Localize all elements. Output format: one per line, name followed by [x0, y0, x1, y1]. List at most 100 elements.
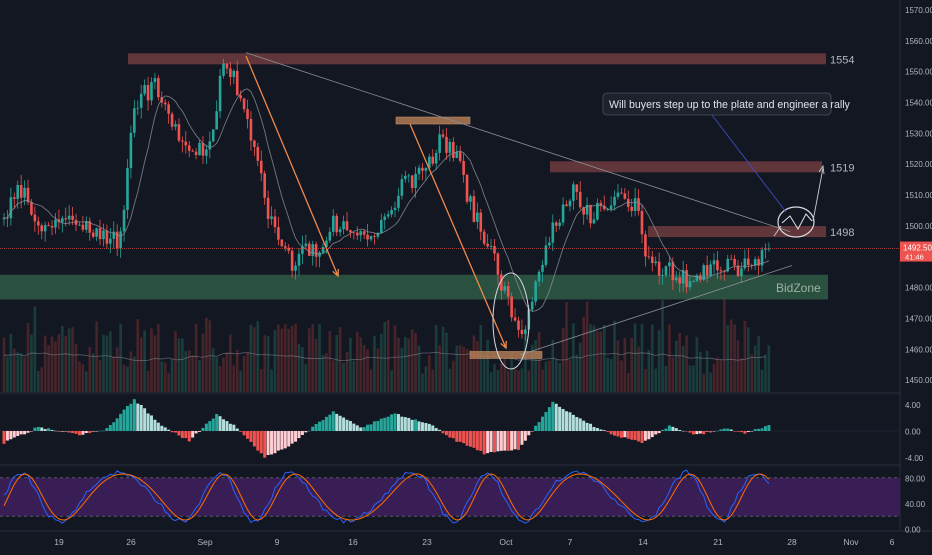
macd-histogram-bar: [115, 418, 119, 431]
macd-histogram-bar: [739, 431, 743, 433]
macd-histogram-bar: [475, 431, 479, 451]
volume-bar: [726, 324, 730, 392]
volume-bar: [297, 344, 301, 392]
volume-bar: [410, 329, 414, 392]
volume-bar: [417, 345, 421, 392]
candle-body: [650, 256, 654, 264]
volume-bar: [585, 301, 589, 392]
candle-body: [325, 240, 328, 247]
candle-body: [575, 184, 579, 192]
macd-histogram-bar: [750, 431, 754, 432]
candle-body: [386, 214, 390, 217]
volume-bar: [280, 328, 284, 392]
macd-histogram-bar: [726, 428, 730, 431]
macd-histogram-bar: [198, 431, 202, 432]
resistance-level[interactable]: [550, 161, 822, 173]
level-label-bg: [827, 159, 853, 174]
candle-body: [318, 252, 321, 257]
swing-high-box[interactable]: [395, 116, 471, 125]
ascending-trendline[interactable]: [519, 265, 793, 356]
candle-body: [47, 225, 50, 226]
macd-histogram-bar: [465, 431, 469, 446]
arrow-head: [332, 268, 340, 278]
price-tick-label: 1540.00: [905, 99, 932, 108]
macd-histogram-bar: [517, 431, 520, 450]
bearish-arrow[interactable]: [409, 123, 507, 349]
candle-body: [626, 198, 630, 207]
arrow-head: [500, 340, 507, 350]
date-tick-label: 21: [713, 537, 723, 547]
candle-body: [88, 221, 92, 233]
candle-body: [462, 160, 465, 175]
macd-histogram-bar: [667, 425, 671, 431]
macd-histogram-bar: [757, 428, 761, 431]
candle-body: [369, 236, 373, 240]
callout-box[interactable]: [602, 92, 832, 116]
candle-body: [222, 63, 225, 76]
candle-body: [115, 231, 119, 249]
resistance-level[interactable]: [648, 226, 826, 238]
macd-histogram-bar: [582, 420, 586, 431]
volume-bar: [493, 364, 496, 392]
candle-body: [441, 134, 445, 137]
volume-bar: [273, 329, 277, 392]
volume-bar: [760, 369, 764, 392]
volume-bar: [582, 316, 585, 392]
candle-body: [191, 150, 194, 152]
candle-body: [98, 228, 102, 240]
macd-histogram-bar: [513, 431, 517, 450]
macd-histogram-bar: [674, 428, 678, 431]
candle-body: [452, 141, 455, 158]
volume-bar: [122, 364, 126, 392]
volume-bar: [33, 306, 37, 392]
candle-body: [246, 109, 249, 119]
current-price-label: 1492.50: [903, 244, 932, 253]
candle-body: [376, 232, 380, 237]
resistance-level[interactable]: [128, 53, 826, 65]
volume-bar: [259, 369, 263, 392]
macd-histogram-bar: [702, 431, 706, 435]
volume-bar: [249, 324, 253, 392]
macd-histogram-bar: [146, 413, 150, 431]
macd-histogram-bar: [328, 414, 332, 431]
candle-body: [500, 274, 503, 291]
macd-histogram-bar: [420, 422, 424, 431]
macd-histogram-bar: [386, 416, 390, 431]
volume-bar: [225, 352, 229, 392]
volume-bar: [431, 369, 435, 392]
volume-bar: [698, 351, 702, 392]
candle-body: [30, 202, 33, 215]
callout-text: Will buyers step up to the plate and eng…: [609, 99, 851, 111]
volume-bar: [733, 324, 736, 392]
descending-trendline[interactable]: [245, 52, 791, 232]
candle-body: [143, 85, 146, 94]
macd-histogram-bar: [314, 423, 318, 431]
macd-histogram-bar: [266, 431, 270, 456]
target-circle[interactable]: [777, 206, 815, 238]
bearish-arrow[interactable]: [245, 55, 339, 277]
macd-histogram-bar: [479, 431, 483, 451]
macd-histogram-bar: [554, 403, 558, 431]
candle-body: [37, 221, 40, 226]
reversal-circle[interactable]: [492, 272, 530, 370]
macd-histogram-bar: [338, 415, 342, 431]
volume-bar: [544, 361, 548, 392]
volume-bar: [386, 320, 390, 392]
volume-bar: [650, 324, 654, 392]
candle-body: [208, 141, 212, 150]
volume-bar: [239, 370, 242, 392]
macd-histogram-bar: [74, 431, 78, 434]
volume-bar: [352, 360, 356, 392]
macd-histogram-bar: [390, 414, 394, 431]
candle-body: [81, 224, 85, 230]
macd-histogram-bar: [396, 414, 400, 431]
candle-body: [767, 248, 771, 250]
macd-histogram-bar: [19, 431, 23, 435]
volume-bar: [524, 330, 527, 392]
candle-body: [668, 262, 671, 267]
volume-bar: [657, 330, 661, 392]
volume-bar: [476, 340, 479, 392]
swing-low-box[interactable]: [469, 351, 543, 359]
